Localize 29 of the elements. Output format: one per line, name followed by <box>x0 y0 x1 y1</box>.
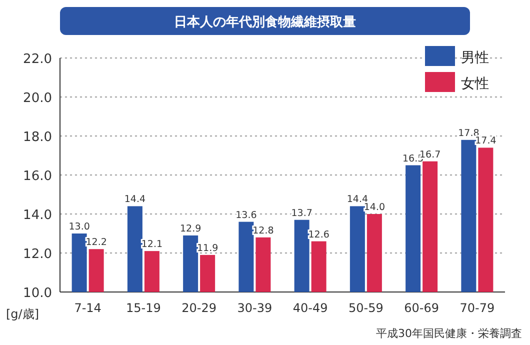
x-tick-label: 40-49 <box>292 301 328 315</box>
data-label: 13.6 <box>236 210 257 221</box>
y-tick-label: 16.0 <box>23 169 52 184</box>
data-label: 12.9 <box>180 223 202 234</box>
x-tick-label: 70-79 <box>460 301 495 315</box>
data-label: 13.0 <box>68 222 90 232</box>
x-tick-label: 7-14 <box>74 301 102 315</box>
legend-label: 男性 <box>461 50 489 66</box>
y-tick-label: 20.0 <box>23 91 52 106</box>
y-tick-label: 10.0 <box>23 286 52 301</box>
legend-label: 女性 <box>461 76 489 92</box>
x-tick-label: 50-59 <box>348 301 384 315</box>
x-tick-label: 30-39 <box>237 301 272 315</box>
y-tick-label: 14.0 <box>23 208 52 223</box>
data-label: 11.9 <box>196 242 218 254</box>
data-label: 17.4 <box>475 136 496 147</box>
data-label: 12.8 <box>252 225 274 236</box>
y-tick-label: 12.0 <box>23 247 52 262</box>
data-label: 14.4 <box>124 194 146 206</box>
text: 平成30年国民健康・栄養調査 <box>376 327 522 340</box>
data-label: 13.7 <box>291 208 312 219</box>
x-tick-label: 60-69 <box>404 301 439 315</box>
data-label: 14.0 <box>364 202 386 213</box>
chart-title: 日本人の年代別食物繊維摂取量 <box>174 15 356 30</box>
y-tick-label: 22.0 <box>23 52 52 67</box>
x-tick-label: 20-29 <box>182 301 216 315</box>
y-tick-label: 18.0 <box>23 130 52 145</box>
y-axis-title: [g/歳] <box>6 307 40 321</box>
x-tick-label: 15-19 <box>126 301 161 315</box>
